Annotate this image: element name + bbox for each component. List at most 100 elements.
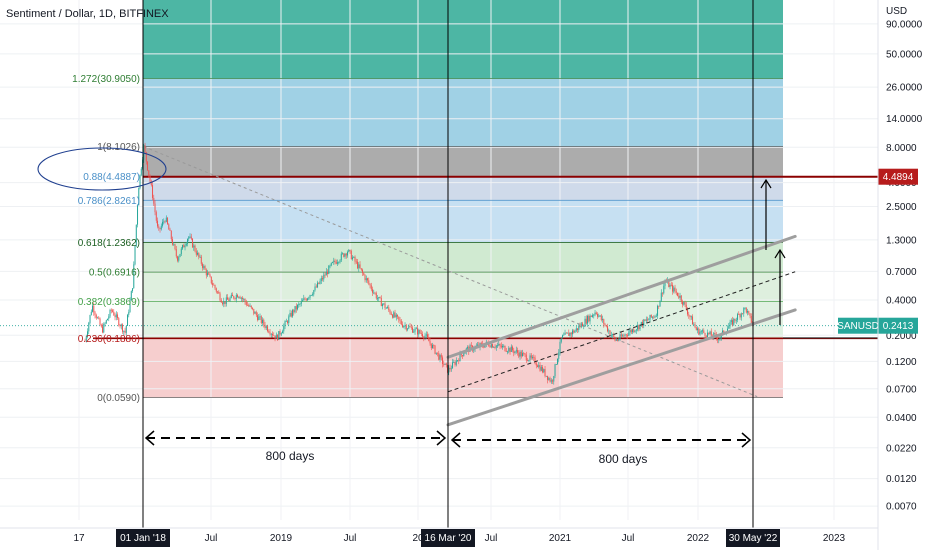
candle-body [182, 245, 184, 249]
candle-body [470, 345, 472, 347]
candle-body [530, 355, 532, 358]
candle-body [110, 309, 112, 311]
candle-body [565, 332, 567, 334]
y-tick-label: 0.4000 [886, 295, 917, 306]
candle-body [675, 291, 677, 293]
x-date-badge-3 [726, 529, 780, 547]
candle-body [367, 278, 369, 281]
candle-body [353, 256, 355, 258]
candle-body [185, 243, 187, 246]
candle-body [594, 312, 596, 315]
candle-body [622, 335, 624, 337]
fib-label-0.786: 0.786(2.8261) [78, 196, 140, 207]
candle-body [467, 347, 469, 349]
candle-body [573, 330, 575, 333]
candle-body [624, 334, 626, 336]
candle-body [318, 282, 320, 284]
range-800-days-2 [450, 432, 752, 448]
candle-body [528, 360, 530, 361]
candle-body [632, 329, 634, 333]
candle-body [609, 330, 611, 336]
candle-body [165, 217, 167, 222]
candle-body [409, 326, 411, 328]
candle-body [369, 283, 371, 286]
candle-body [144, 145, 146, 153]
candle-body [127, 314, 129, 326]
candle-body [554, 364, 556, 377]
candle-body [94, 312, 96, 316]
candle-body [685, 304, 687, 310]
candle-body [599, 315, 601, 317]
candle-body [538, 365, 540, 368]
candle-body [227, 297, 229, 300]
candle-body [238, 296, 240, 298]
candle-body [553, 376, 555, 382]
candle-body [257, 315, 259, 321]
resistance-price-tag [878, 168, 918, 185]
candle-body [509, 347, 511, 352]
candle-body [312, 294, 314, 296]
candle-body [480, 343, 482, 344]
candle-body [243, 299, 245, 300]
candle-body [668, 280, 670, 288]
candle-body [697, 328, 699, 331]
candle-body [98, 317, 100, 319]
candle-body [702, 330, 704, 332]
candle-body [648, 319, 650, 321]
candle-body [235, 294, 237, 300]
candle-body [593, 314, 595, 316]
candle-body [579, 325, 581, 327]
candle-body [604, 324, 606, 326]
symbol-tag [838, 317, 878, 334]
candle-body [710, 331, 712, 336]
candle-body [148, 170, 150, 176]
candle-body [659, 300, 661, 307]
x-tick-label: 2021 [549, 533, 572, 544]
candle-body [390, 313, 392, 315]
candle-body [740, 313, 742, 318]
candle-body [557, 358, 559, 365]
candle-body [743, 307, 745, 314]
candle-body [239, 296, 241, 299]
candle-body [382, 304, 384, 307]
fib-zone-top [143, 0, 783, 79]
candle-body [729, 321, 731, 327]
candle-body [457, 360, 459, 362]
candle-body [463, 353, 465, 357]
fib-label-1: 1(8.1026) [97, 142, 140, 153]
candle-body [219, 293, 221, 301]
y-tick-label: 8.0000 [886, 143, 917, 154]
candle-body [97, 317, 99, 319]
candle-body [589, 315, 591, 322]
candle-body [232, 294, 234, 297]
target-arrow-upper [760, 178, 772, 250]
candle-body [297, 304, 299, 310]
y-tick-label: 0.2000 [886, 331, 917, 342]
x-tick-label: 2019 [270, 533, 293, 544]
candle-body [643, 319, 645, 327]
candle-body [378, 297, 380, 299]
fib-label-0.88: 0.88(4.4887) [83, 172, 140, 183]
candle-body [215, 288, 217, 292]
candle-body [317, 282, 319, 288]
candle-body [313, 290, 315, 295]
candle-body [132, 288, 134, 292]
candle-body [143, 145, 145, 160]
symbol-tag-text: SANUSD [837, 321, 879, 332]
x-date-badge-2 [421, 529, 475, 547]
candle-body [688, 314, 690, 316]
candle-body [114, 315, 116, 318]
candle-body [449, 367, 451, 370]
candle-body [438, 353, 440, 360]
candle-body [524, 353, 526, 355]
candle-body [590, 315, 592, 317]
candle-body [460, 353, 462, 356]
candle-body [639, 324, 641, 330]
candle-body [119, 325, 121, 327]
candle-body [503, 345, 505, 347]
candle-body [458, 360, 460, 362]
candle-body [287, 321, 289, 323]
candle-body [160, 225, 162, 230]
candle-body [652, 316, 654, 318]
candle-body [615, 339, 617, 341]
